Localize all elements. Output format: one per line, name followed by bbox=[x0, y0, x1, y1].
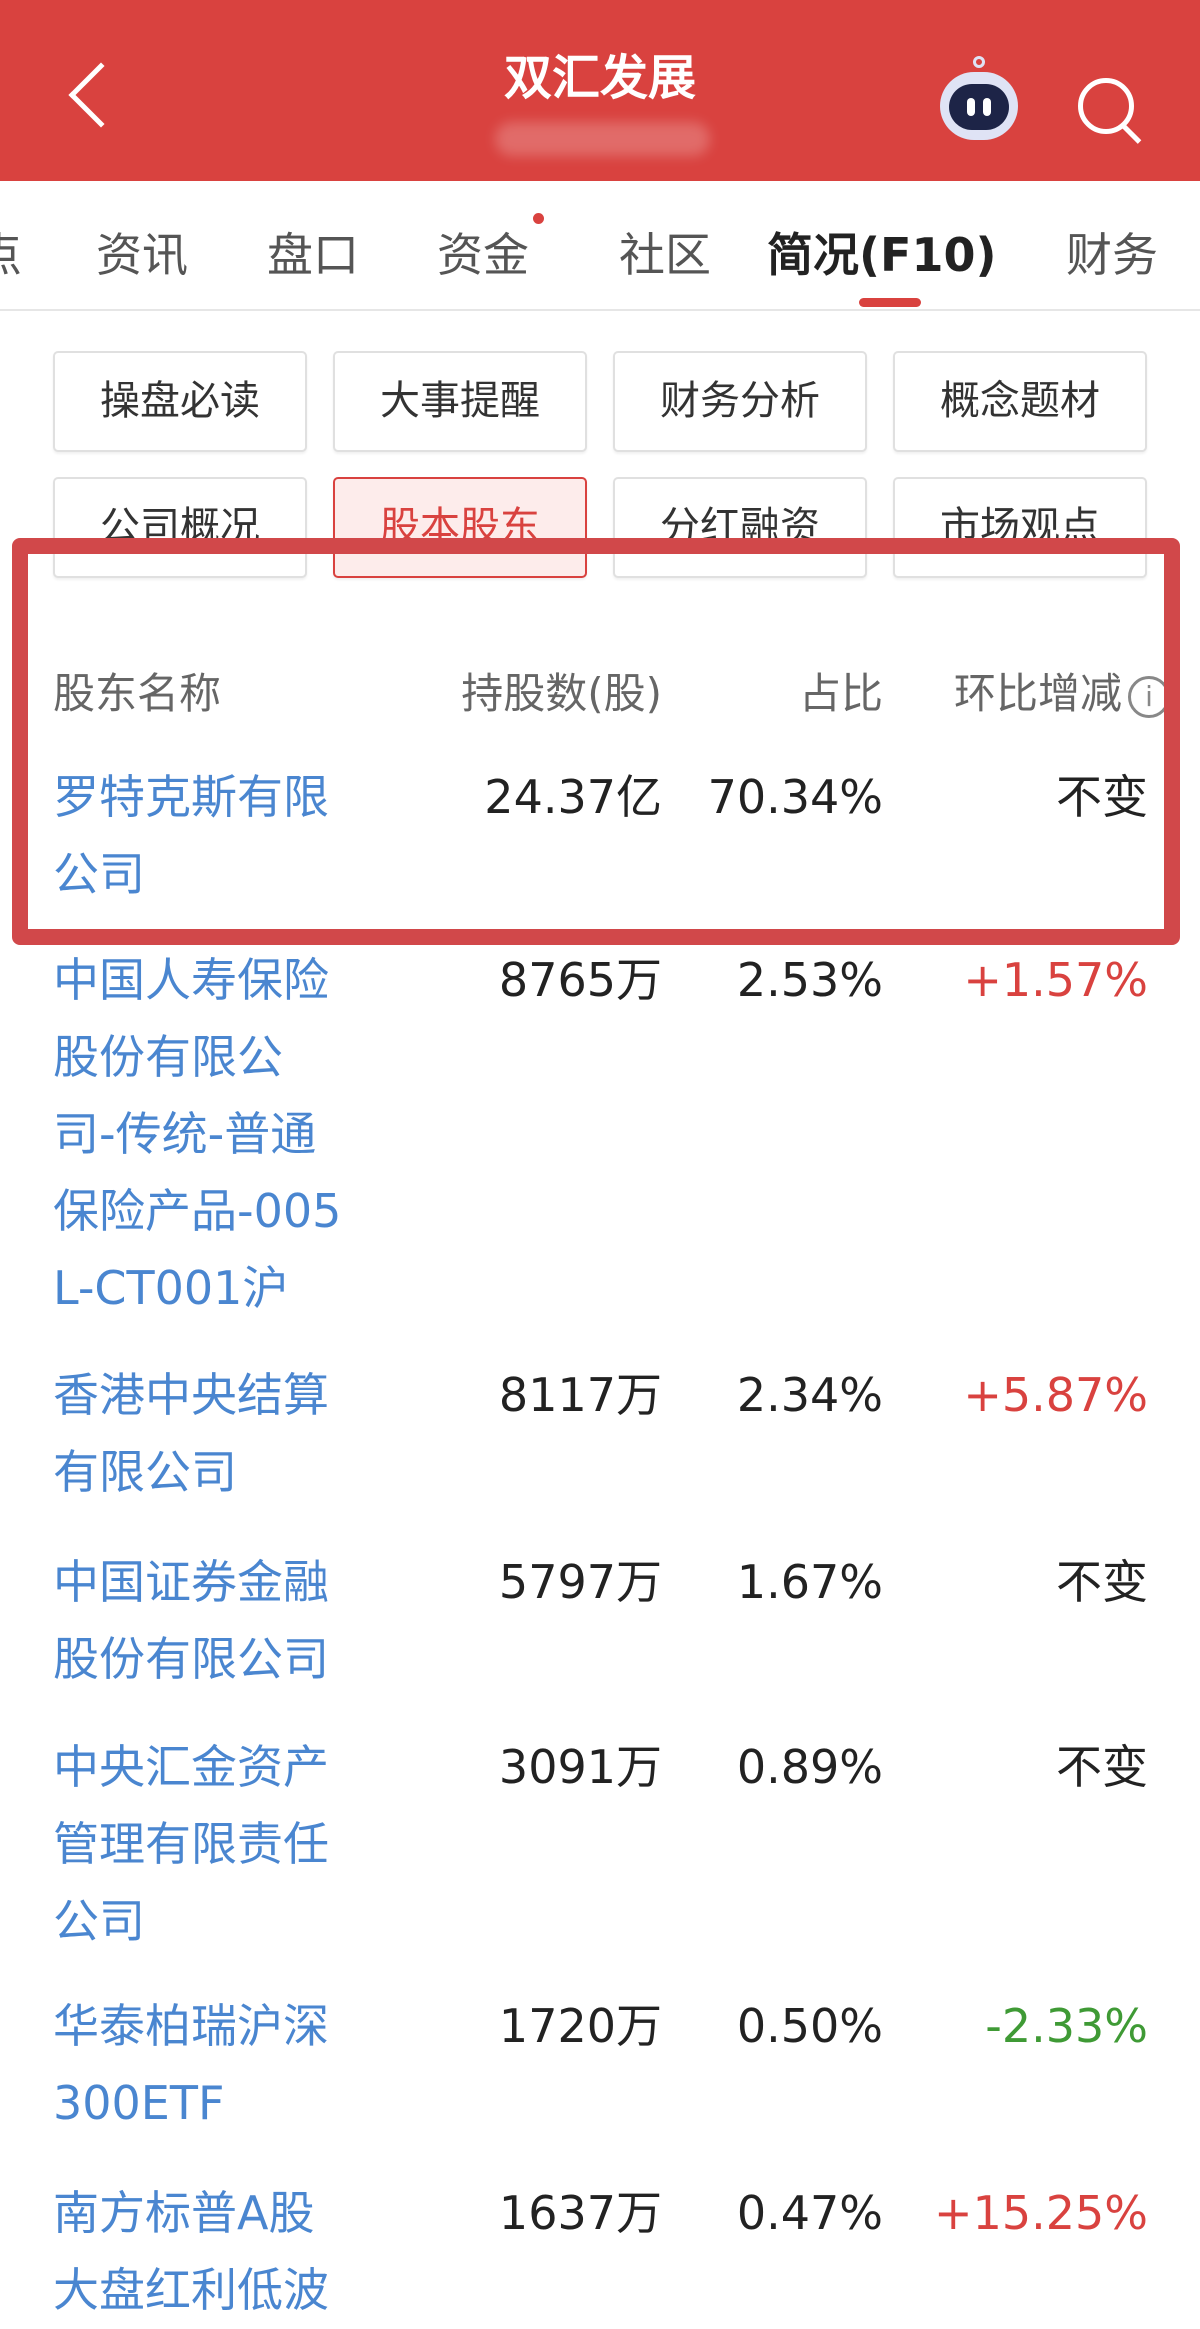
shareholder-name-line: 公司 bbox=[53, 1894, 145, 1948]
top-bar: 双汇发展 bbox=[0, 0, 1200, 181]
robot-face bbox=[949, 84, 1009, 130]
btn-dividends[interactable]: 分红融资 bbox=[613, 477, 867, 578]
shareholder-name-line: 大盘红利低波 bbox=[53, 2263, 329, 2317]
shareholder-name-line: 司-传统-普通 bbox=[53, 1107, 317, 1161]
shares-held: 5797万 bbox=[498, 1555, 662, 1609]
col-header-shares: 持股数(股) bbox=[461, 669, 662, 718]
tab-funds[interactable]: 资金 bbox=[437, 228, 529, 282]
shareholder-name-line: 300ETF bbox=[53, 2076, 225, 2130]
change-value: +1.57% bbox=[963, 953, 1148, 1007]
shareholder-name-link[interactable]: 中国证券金融 股份有限公司 bbox=[53, 1544, 329, 1698]
col-header-ratio: 占比 bbox=[798, 669, 883, 718]
shares-held: 1637万 bbox=[498, 2186, 662, 2240]
shareholder-name-link[interactable]: 华泰柏瑞沪深 300ETF bbox=[53, 1988, 329, 2142]
holding-ratio: 2.53% bbox=[736, 953, 883, 1007]
holding-ratio: 2.34% bbox=[736, 1368, 883, 1422]
shares-held: 8765万 bbox=[498, 953, 662, 1007]
shareholder-name-line: 有限公司 bbox=[53, 1445, 237, 1499]
shareholder-name-line: 香港中央结算 bbox=[53, 1368, 329, 1422]
btn-trading-must-read[interactable]: 操盘必读 bbox=[53, 351, 307, 452]
robot-antenna bbox=[973, 56, 985, 68]
change-value: 不变 bbox=[1056, 770, 1148, 824]
tab-f10[interactable]: 简况(F10) bbox=[767, 228, 997, 282]
search-icon[interactable] bbox=[1078, 78, 1134, 134]
tab-community[interactable]: 社区 bbox=[619, 228, 711, 282]
shareholder-name-line: 股份有限公司 bbox=[53, 1632, 329, 1686]
tab-news[interactable]: 资讯 bbox=[96, 228, 188, 282]
robot-eye bbox=[983, 98, 991, 116]
shareholder-name-link[interactable]: 南方标普A股 大盘红利低波 bbox=[53, 2175, 329, 2329]
shareholder-name-line: 罗特克斯有限 bbox=[53, 770, 329, 824]
robot-icon[interactable] bbox=[940, 56, 1018, 140]
shareholder-name-line: 公司 bbox=[53, 847, 145, 901]
tab-quote[interactable]: 盘口 bbox=[267, 228, 359, 282]
blurred-subtitle bbox=[495, 122, 710, 156]
btn-company-profile[interactable]: 公司概况 bbox=[53, 477, 307, 578]
shareholder-name-link[interactable]: 中央汇金资产 管理有限责任 公司 bbox=[53, 1729, 329, 1960]
shareholder-name-line: 中国人寿保险 bbox=[53, 953, 329, 1007]
active-tab-indicator bbox=[859, 298, 921, 307]
shares-held: 8117万 bbox=[498, 1368, 662, 1422]
shareholder-name-line: L-CT001沪 bbox=[53, 1261, 289, 1315]
shares-held: 1720万 bbox=[498, 1999, 662, 2053]
page-title: 双汇发展 bbox=[503, 50, 696, 106]
holding-ratio: 1.67% bbox=[736, 1555, 883, 1609]
shareholder-name-line: 华泰柏瑞沪深 bbox=[53, 1999, 329, 2053]
robot-eye bbox=[967, 98, 975, 116]
search-icon-handle[interactable] bbox=[1122, 124, 1142, 144]
holding-ratio: 0.89% bbox=[736, 1740, 883, 1794]
change-value: 不变 bbox=[1056, 1740, 1148, 1794]
col-header-name: 股东名称 bbox=[53, 669, 222, 718]
btn-financial-analysis[interactable]: 财务分析 bbox=[613, 351, 867, 452]
shareholder-name-link[interactable]: 罗特克斯有限 公司 bbox=[53, 759, 329, 913]
tab-finance[interactable]: 财务 bbox=[1066, 228, 1158, 282]
change-value: 不变 bbox=[1056, 1555, 1148, 1609]
change-value: +5.87% bbox=[963, 1368, 1148, 1422]
shareholder-name-line: 中国证券金融 bbox=[53, 1555, 329, 1609]
shareholder-name-line: 管理有限责任 bbox=[53, 1817, 329, 1871]
btn-major-events[interactable]: 大事提醒 bbox=[333, 351, 587, 452]
shareholder-name-line: 保险产品-005 bbox=[53, 1184, 342, 1238]
shareholder-name-line: 股份有限公 bbox=[53, 1030, 283, 1084]
btn-market-views[interactable]: 市场观点 bbox=[893, 477, 1147, 578]
holding-ratio: 0.47% bbox=[736, 2186, 883, 2240]
shareholder-name-line: 中央汇金资产 bbox=[53, 1740, 329, 1794]
change-value: +15.25% bbox=[934, 2186, 1148, 2240]
shareholder-name-line: 南方标普A股 bbox=[53, 2186, 315, 2240]
shares-held: 24.37亿 bbox=[484, 770, 662, 824]
shareholder-name-link[interactable]: 香港中央结算 有限公司 bbox=[53, 1357, 329, 1511]
col-header-change: 环比增减 i bbox=[954, 655, 1170, 732]
info-icon[interactable]: i bbox=[1128, 675, 1170, 718]
change-value: -2.33% bbox=[985, 1999, 1148, 2053]
btn-shareholders[interactable]: 股本股东 bbox=[333, 477, 587, 578]
holding-ratio: 0.50% bbox=[736, 1999, 883, 2053]
shareholder-name-link[interactable]: 中国人寿保险 股份有限公司-传统-普通 保险产品-005 L-CT001沪 bbox=[53, 942, 341, 1327]
tab-kandian[interactable]: 点 bbox=[0, 219, 22, 285]
tab-bar: 点 资讯 盘口 资金 社区 简况(F10) 财务 bbox=[0, 181, 1200, 311]
shares-held: 3091万 bbox=[498, 1740, 662, 1794]
notification-dot bbox=[533, 213, 544, 224]
holding-ratio: 70.34% bbox=[707, 770, 883, 824]
btn-concepts[interactable]: 概念题材 bbox=[893, 351, 1147, 452]
col-header-change-label: 环比增减 bbox=[953, 669, 1122, 718]
